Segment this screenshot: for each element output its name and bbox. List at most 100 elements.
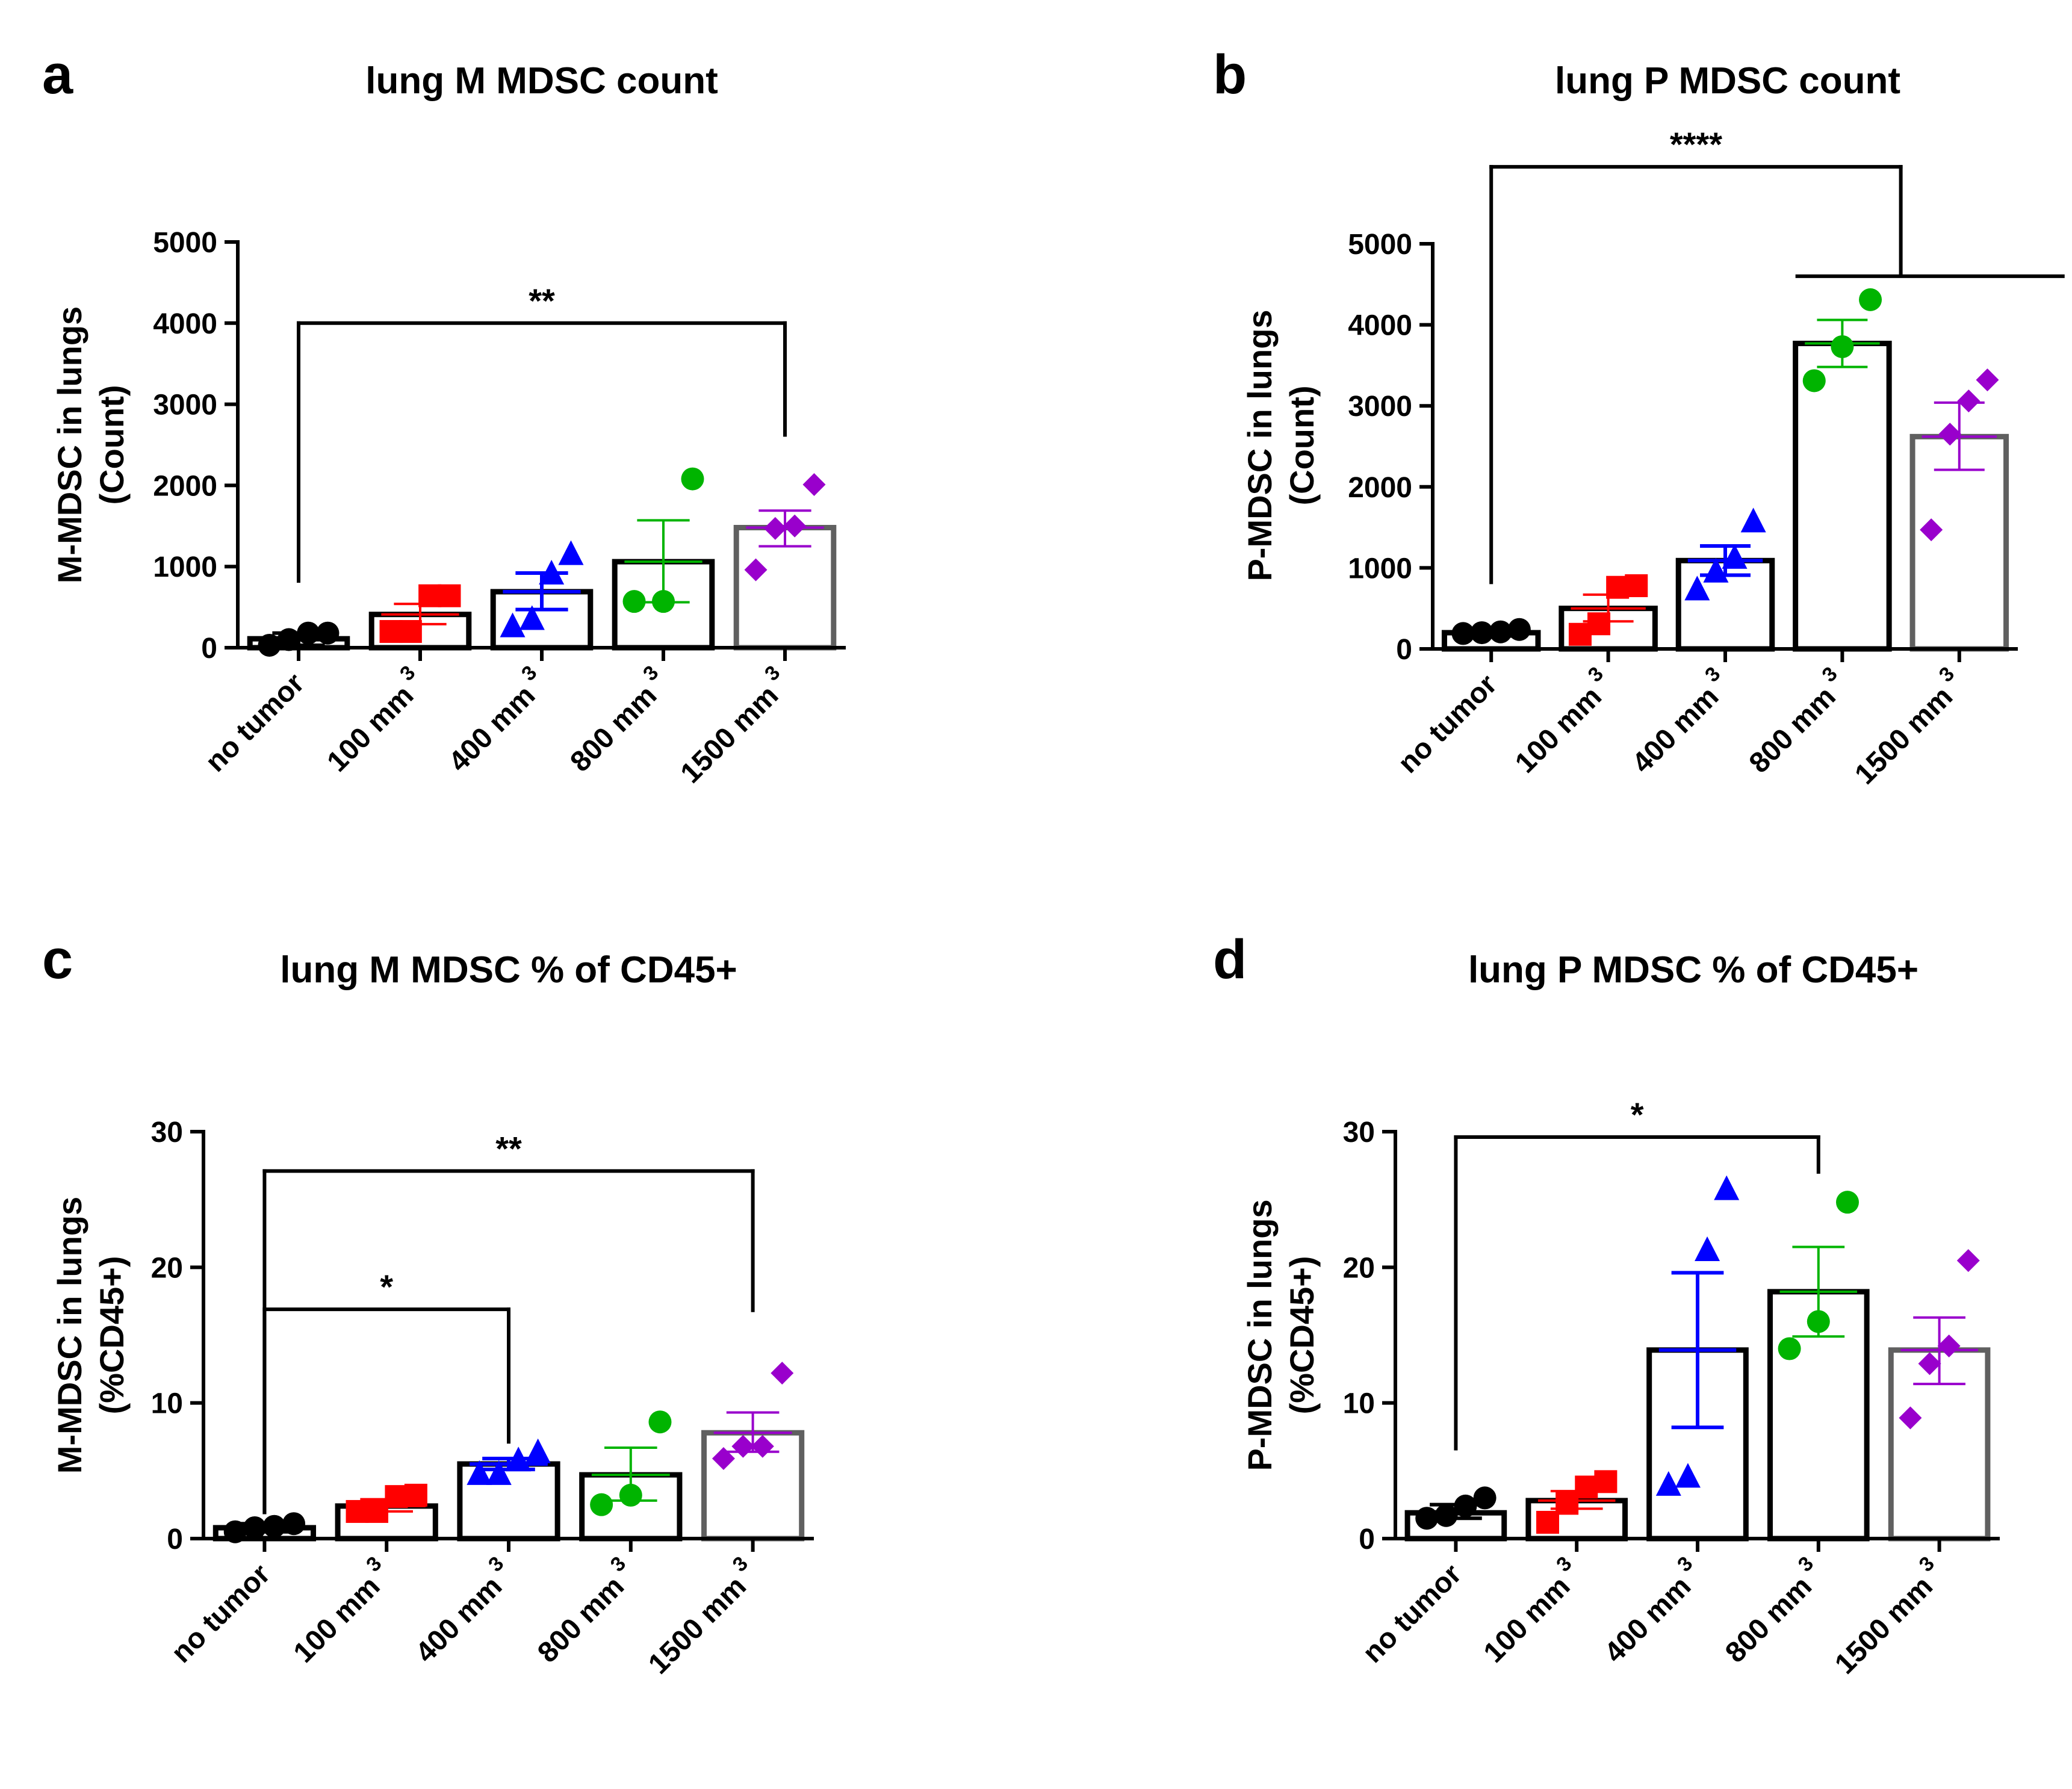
data-point-square: [418, 584, 442, 607]
y-tick-label: 5000: [1348, 229, 1412, 261]
x-tick-label: 800 mm3: [1737, 662, 1854, 779]
data-point-circle: [652, 590, 675, 613]
data-point-diamond: [731, 1434, 755, 1458]
data-point-square: [379, 620, 403, 643]
y-axis-label: M-MDSC in lungs: [51, 1197, 88, 1474]
data-point-circle: [1807, 1310, 1830, 1333]
data-point-diamond: [763, 516, 787, 540]
data-point-triangle: [1722, 544, 1748, 569]
data-point-diamond: [783, 514, 807, 538]
data-point-circle: [1451, 622, 1475, 645]
bar: [1675, 557, 1775, 652]
y-axis-label: P-MDSC in lungs: [1241, 309, 1279, 581]
x-tick-label: 100 mm3: [1503, 662, 1620, 779]
data-point-triangle: [1740, 507, 1766, 533]
data-point-triangle: [506, 1446, 532, 1472]
data-point-diamond: [751, 1434, 774, 1458]
chart-title: lung M MDSC count: [365, 60, 718, 102]
data-point-diamond: [1956, 1249, 1980, 1273]
y-tick-label: 0: [201, 633, 217, 665]
x-tick-label: 1500 mm3: [1843, 662, 1971, 790]
y-tick-label: 10: [1343, 1388, 1375, 1420]
data-point-triangle: [500, 612, 526, 637]
data-point-circle: [1859, 288, 1882, 311]
data-point-circle: [1473, 1486, 1497, 1510]
data-point-triangle: [525, 1438, 551, 1463]
data-point-square: [385, 1485, 408, 1508]
data-point-circle: [1507, 618, 1531, 641]
data-point-diamond: [744, 558, 768, 581]
data-point-circle: [282, 1512, 306, 1536]
data-point-diamond: [1957, 389, 1980, 413]
y-tick-label: 5000: [153, 227, 217, 259]
data-point-circle: [297, 621, 320, 645]
x-tick-label: no tumor: [1392, 668, 1503, 780]
y-tick-label: 20: [151, 1252, 183, 1284]
x-tick-label: 1500 mm3: [1823, 1552, 1951, 1680]
data-point-circle: [258, 633, 281, 657]
data-point-circle: [1835, 1191, 1859, 1214]
y-tick-label: 1000: [1348, 553, 1412, 584]
y-tick-label: 4000: [1348, 310, 1412, 342]
data-point-circle: [1802, 369, 1826, 392]
data-point-circle: [1489, 620, 1512, 643]
data-point-circle: [590, 1493, 613, 1516]
bar: [1793, 341, 1892, 652]
chart-title: lung P MDSC count: [1555, 60, 1900, 102]
data-point-circle: [622, 590, 646, 613]
panel-letter: a: [42, 44, 73, 105]
y-axis-label: (Count): [1283, 385, 1321, 505]
significance-label: **: [529, 282, 555, 320]
chart-panel-c: c lung M MDSC % of CD45+ M-MDSC in lungs (%…: [42, 929, 814, 1681]
data-point-triangle: [1695, 1236, 1720, 1262]
data-point-circle: [1470, 621, 1494, 645]
data-point-diamond: [1976, 368, 1999, 392]
data-point-circle: [1831, 335, 1854, 358]
x-tick-label: 400 mm3: [1621, 662, 1737, 779]
y-axis-label: M-MDSC in lungs: [51, 306, 88, 583]
x-tick-label: 800 mm3: [1713, 1552, 1830, 1669]
y-tick-label: 4000: [153, 308, 217, 340]
data-point-circle: [1415, 1507, 1439, 1530]
data-point-square: [1536, 1510, 1560, 1534]
x-tick-label: 800 mm3: [559, 661, 675, 778]
y-tick-label: 20: [1343, 1252, 1375, 1284]
data-point-circle: [316, 621, 340, 645]
y-tick-label: 30: [1343, 1117, 1375, 1149]
data-point-triangle: [1655, 1471, 1681, 1496]
y-tick-label: 10: [151, 1388, 183, 1420]
data-point-diamond: [802, 473, 826, 497]
data-point-diamond: [1938, 423, 1962, 446]
data-point-diamond: [1937, 1335, 1961, 1358]
data-point-diamond: [1899, 1406, 1922, 1430]
data-point-square: [1556, 1492, 1579, 1515]
x-tick-label: 1500 mm3: [636, 1552, 765, 1680]
y-tick-label: 2000: [153, 470, 217, 502]
data-point-circle: [262, 1515, 286, 1538]
x-tick-label: no tumor: [1357, 1558, 1468, 1669]
data-point-triangle: [467, 1460, 492, 1485]
data-point-circle: [1454, 1494, 1477, 1518]
data-point-diamond: [1918, 1352, 1941, 1375]
data-point-triangle: [486, 1460, 512, 1485]
data-point-triangle: [539, 559, 565, 584]
x-tick-label: 400 mm3: [1593, 1552, 1710, 1669]
significance-label: **: [495, 1129, 522, 1167]
data-point-triangle: [1714, 1175, 1740, 1200]
data-point-circle: [619, 1483, 642, 1507]
panel-letter: b: [1213, 44, 1247, 105]
panel-letter: c: [42, 929, 73, 990]
y-axis-label: (Count): [93, 385, 131, 504]
data-point-square: [404, 1483, 427, 1507]
y-tick-label: 30: [151, 1117, 183, 1149]
data-point-triangle: [1675, 1463, 1701, 1488]
data-point-square: [1625, 574, 1648, 598]
y-tick-label: 0: [1359, 1524, 1375, 1555]
x-tick-label: no tumor: [199, 667, 311, 778]
x-tick-label: 100 mm3: [282, 1552, 399, 1669]
data-point-diamond: [1920, 518, 1943, 542]
data-point-square: [365, 1499, 388, 1523]
chart-panel-d: d lung P MDSC % of CD45+ P-MDSC in lungs (%…: [1213, 929, 2000, 1681]
